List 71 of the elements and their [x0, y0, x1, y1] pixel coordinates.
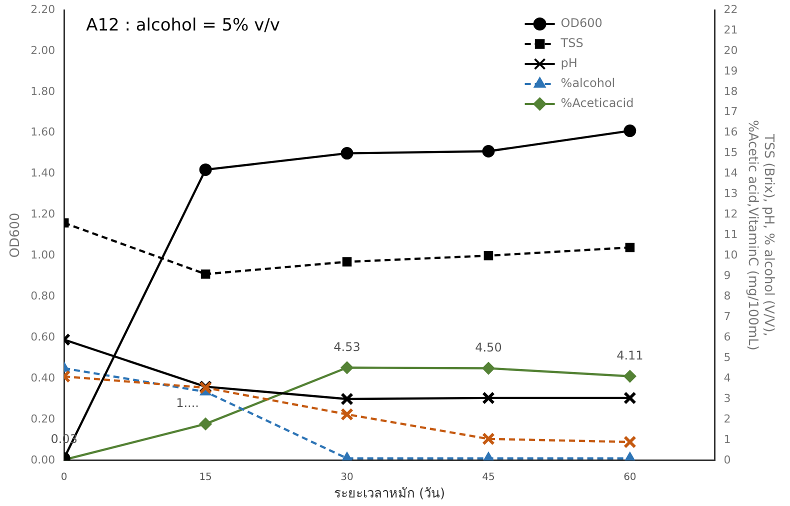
y2-tick-label: 16: [724, 126, 738, 139]
point: [623, 392, 636, 404]
point: [200, 269, 210, 279]
y2-tick-label: 3: [724, 392, 731, 405]
point: [482, 392, 495, 404]
chart-title: A12 : alcohol = 5% v/v: [86, 15, 280, 36]
point: [340, 361, 354, 374]
point: [482, 145, 495, 158]
data-label: 4.50: [475, 340, 502, 354]
y2-tick-label: 13: [724, 187, 738, 200]
y2-tick-label: 22: [724, 2, 738, 16]
data-label: 4.53: [334, 340, 360, 354]
y2-tick-label: 8: [724, 289, 731, 302]
point: [340, 408, 354, 421]
point: [342, 257, 352, 266]
y2-tick-label: 5: [724, 350, 731, 364]
x-tick-label: 60: [624, 472, 636, 483]
y2-tick-label: 15: [724, 146, 738, 160]
point: [482, 432, 495, 446]
point: [624, 370, 636, 383]
y-tick-label: 0.60: [30, 330, 56, 344]
y-tick-label: 0.40: [30, 371, 56, 384]
y-tick-label: 2.20: [30, 2, 56, 16]
y2-tick-label: 6: [724, 330, 731, 344]
point: [199, 163, 212, 176]
x-tick-label: 15: [199, 472, 212, 483]
point: [624, 124, 636, 138]
y2-tick-label: 12: [724, 208, 738, 221]
y-tick-label: 0.00: [30, 453, 56, 466]
y-tick-label: 1.80: [30, 84, 56, 98]
point: [625, 242, 635, 252]
y-tick-label: 1.60: [30, 126, 56, 139]
y2-tick-label: 0: [724, 453, 731, 466]
legend-label: %Aceticacid: [560, 96, 634, 110]
data-label: 1....: [176, 396, 200, 410]
y2-tick-label: 18: [724, 84, 738, 98]
data-label: 4.11: [616, 348, 644, 362]
legend-label: pH: [560, 56, 578, 70]
legend-label: %alcohol: [560, 76, 616, 90]
point: [199, 418, 212, 430]
y2-tick-label: 2: [724, 412, 731, 426]
y-axis-title: OD600: [8, 212, 24, 258]
y-tick-label: 0.20: [30, 412, 56, 426]
y2-tick-label: 20: [724, 44, 738, 57]
legend-label: OD600: [560, 16, 602, 30]
y2-tick-label: 19: [724, 64, 738, 78]
point: [340, 147, 354, 160]
y2-axis-title: TSS (Brix), pH, % alcohol (V/V), %Acetic acid,VitaminC (mg/100mL): [745, 120, 776, 350]
y2-tick-label: 9: [724, 269, 731, 282]
y2-tick-label: 17: [724, 105, 738, 118]
x-tick-label: 30: [340, 472, 354, 483]
y2-tick-label: 14: [724, 166, 738, 180]
y-tick-label: 1.40: [30, 166, 56, 180]
point: [340, 392, 354, 406]
y2-tick-label: 4: [724, 371, 731, 384]
y-tick-label: 1.20: [30, 208, 56, 221]
x-axis-title: ระยะเวลาหมัก (วัน): [334, 486, 446, 502]
y-tick-label: 0.80: [30, 289, 56, 302]
point: [482, 362, 495, 375]
y2-tick-label: 21: [724, 23, 738, 36]
point: [484, 251, 494, 260]
point: [623, 436, 636, 448]
x-tick-label: 45: [482, 472, 495, 483]
x-tick-label: 0: [60, 472, 68, 483]
y2-tick-label: 7: [724, 310, 731, 323]
y2-tick-label: 10: [724, 248, 738, 262]
y-tick-label: 1.00: [30, 248, 56, 262]
y-tick-label: 2.00: [30, 44, 56, 57]
y2-tick-label: 11: [724, 228, 738, 242]
y2-tick-label: 1: [724, 432, 731, 446]
legend-label: TSS: [560, 36, 584, 50]
